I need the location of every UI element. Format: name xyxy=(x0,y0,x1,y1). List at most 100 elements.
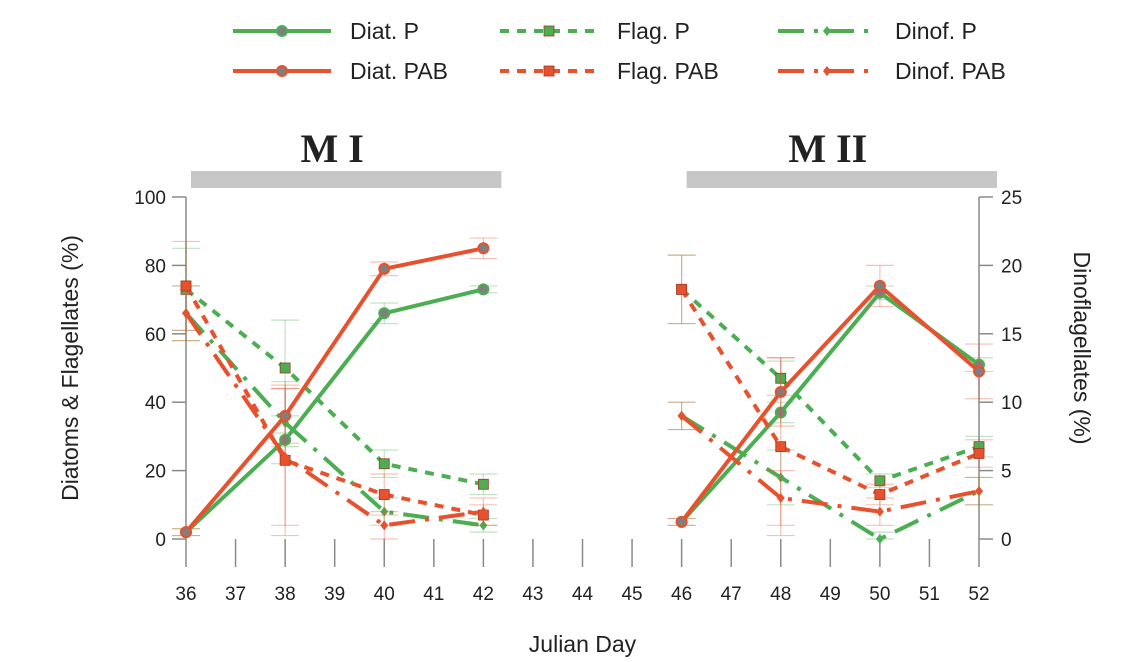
data-point xyxy=(675,515,688,528)
data-point xyxy=(975,486,983,497)
x-tick-label: 48 xyxy=(770,584,791,605)
data-point xyxy=(180,280,192,292)
legend-item: Dinof. PAB xyxy=(778,58,1006,84)
data-point xyxy=(479,520,488,531)
data-point xyxy=(477,283,490,296)
data-point xyxy=(775,372,787,384)
y-right-tick-label: 15 xyxy=(1001,325,1022,346)
legend-item: Diat. P xyxy=(233,18,419,44)
legend-item: Flag. P xyxy=(500,18,690,44)
x-tick-label: 36 xyxy=(175,584,196,605)
legend-item: Diat. PAB xyxy=(233,58,448,84)
data-point xyxy=(378,489,390,500)
data-point xyxy=(477,242,490,255)
legend-swatch-marker xyxy=(823,26,831,36)
x-tick-label: 42 xyxy=(473,584,494,605)
x-tick-label: 38 xyxy=(275,584,296,605)
data-point xyxy=(180,526,192,539)
data-point xyxy=(873,279,886,292)
series-layer xyxy=(172,237,993,544)
data-point xyxy=(477,478,489,490)
data-point xyxy=(776,492,785,503)
x-tick-label: 44 xyxy=(572,584,594,605)
series-line xyxy=(680,414,980,514)
legend-item: Dinof. P xyxy=(778,18,977,44)
legend-swatch-marker xyxy=(276,65,288,77)
data-point xyxy=(378,458,390,470)
legend-item: Flag. PAB xyxy=(500,58,719,84)
series-line xyxy=(184,287,484,534)
series-line xyxy=(680,287,980,483)
data-point xyxy=(378,262,391,275)
series-line xyxy=(680,414,980,541)
series-line xyxy=(184,246,484,534)
y-left-tick-label: 100 xyxy=(134,188,166,209)
legend-label: Flag. PAB xyxy=(617,58,719,84)
period-label: M I xyxy=(301,126,364,171)
y-right-tick-label: 0 xyxy=(1001,530,1012,551)
data-point xyxy=(677,410,686,421)
x-tick-label: 37 xyxy=(225,584,246,605)
y-right-tick-label: 10 xyxy=(1001,393,1022,414)
x-tick-label: 40 xyxy=(374,584,395,605)
legend: Diat. P Flag. P Dinof. P Diat. PAB Flag. PAB… xyxy=(233,18,1006,84)
x-tick-label: 51 xyxy=(919,584,940,605)
series-diat-p xyxy=(172,283,993,539)
x-tick-label: 39 xyxy=(324,584,345,605)
data-point xyxy=(380,506,389,517)
data-point xyxy=(479,506,488,517)
data-point xyxy=(875,534,884,544)
axes: 0 20 40 60 80 100 0 5 10 15 20 25 36 37 38 39 40 41 42 43 44… xyxy=(134,188,1022,605)
legend-label: Dinof. P xyxy=(895,18,977,44)
legend-swatch-marker xyxy=(276,25,288,37)
data-point xyxy=(774,406,787,419)
y-right-tick-label: 5 xyxy=(1001,462,1012,483)
x-tick-label: 49 xyxy=(820,584,841,605)
data-point xyxy=(874,489,886,500)
series-line xyxy=(184,311,484,528)
series-line xyxy=(184,312,484,528)
legend-swatch-marker xyxy=(543,65,555,77)
x-tick-label: 50 xyxy=(869,584,890,605)
data-point xyxy=(973,365,985,378)
data-point xyxy=(776,472,785,483)
y-right-tick-label: 20 xyxy=(1001,256,1022,277)
data-point xyxy=(279,362,291,374)
series-flag-p xyxy=(172,247,993,496)
y-axis-left-title: Diatoms & Flagellates (%) xyxy=(57,235,83,501)
y-left-tick-label: 60 xyxy=(145,325,166,346)
x-tick-label: 52 xyxy=(968,584,989,605)
x-tick-label: 43 xyxy=(522,584,543,605)
legend-label: Diat. PAB xyxy=(350,58,448,84)
period-label: M II xyxy=(788,126,867,171)
y-left-tick-label: 80 xyxy=(145,256,166,277)
data-point xyxy=(279,433,292,446)
series-line xyxy=(184,287,484,487)
y-right-tick-label: 25 xyxy=(1001,188,1022,209)
data-point xyxy=(378,307,391,320)
data-point xyxy=(676,283,688,295)
y-left-tick-label: 40 xyxy=(145,393,166,414)
y-left-tick-label: 20 xyxy=(145,462,166,483)
x-tick-label: 47 xyxy=(721,584,742,605)
legend-swatch-marker xyxy=(543,25,555,37)
series-line xyxy=(680,283,981,524)
data-point xyxy=(281,451,290,462)
data-point xyxy=(774,385,787,398)
x-tick-label: 45 xyxy=(621,584,642,605)
series-dinof-pab xyxy=(172,285,993,540)
data-point xyxy=(279,409,292,422)
x-axis-title: Julian Day xyxy=(529,631,637,657)
period-bar xyxy=(686,171,997,188)
series-diat-pab xyxy=(172,237,993,539)
data-point xyxy=(775,441,787,453)
legend-swatch-marker xyxy=(823,66,831,76)
data-point xyxy=(182,308,190,319)
series-line xyxy=(679,288,980,497)
legend-label: Flag. P xyxy=(617,18,690,44)
data-point xyxy=(973,448,985,459)
period-bar xyxy=(191,171,502,188)
data-point xyxy=(380,520,389,531)
period-bars: M I M II xyxy=(191,126,997,188)
